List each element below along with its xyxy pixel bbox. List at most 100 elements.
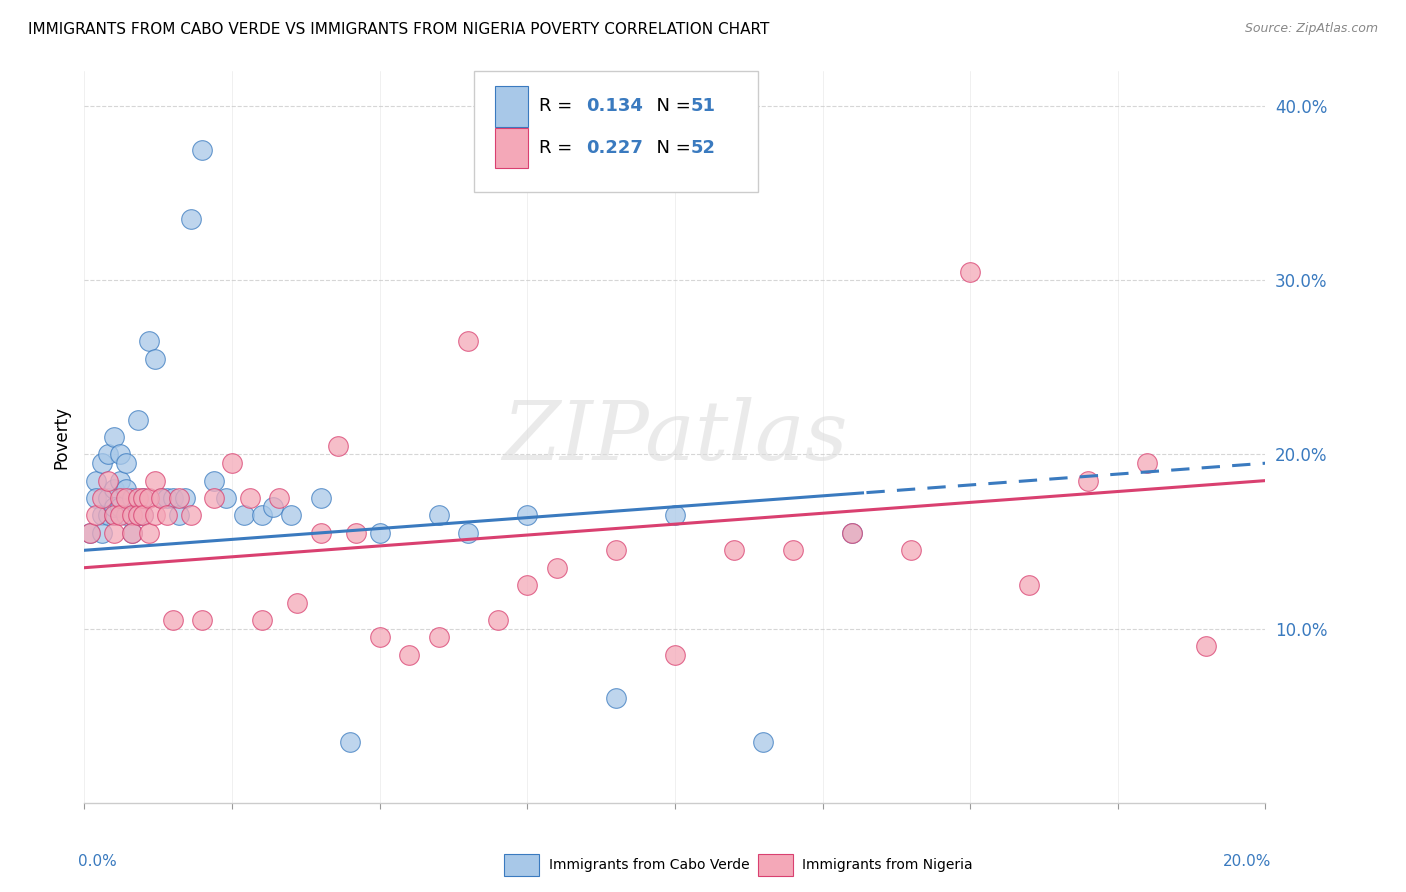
Point: [127, 508, 149, 523]
Point: [103, 508, 125, 523]
FancyBboxPatch shape: [474, 71, 758, 192]
Point: [91, 456, 114, 470]
Point: [457, 334, 479, 349]
Point: [97, 474, 120, 488]
Point: [91, 508, 114, 523]
Point: [97, 491, 120, 505]
Point: [91, 525, 114, 540]
Point: [132, 491, 155, 505]
Point: [121, 525, 143, 540]
Text: 0.227: 0.227: [586, 139, 643, 157]
Point: [108, 500, 131, 514]
Text: 0.134: 0.134: [586, 97, 643, 115]
Point: [262, 500, 284, 514]
Point: [114, 508, 136, 523]
Text: 0.0%: 0.0%: [79, 854, 117, 869]
Point: [103, 525, 125, 540]
Text: ZIPatlas: ZIPatlas: [502, 397, 848, 477]
Point: [108, 474, 131, 488]
Point: [173, 491, 195, 505]
Point: [132, 491, 155, 505]
Point: [427, 508, 450, 523]
Point: [328, 439, 350, 453]
Point: [546, 560, 568, 574]
Text: 52: 52: [690, 139, 716, 157]
Point: [138, 491, 160, 505]
Point: [138, 525, 160, 540]
Point: [250, 613, 273, 627]
Point: [202, 491, 225, 505]
Point: [1018, 578, 1040, 592]
Point: [162, 491, 184, 505]
Point: [191, 613, 214, 627]
Point: [368, 525, 391, 540]
Point: [167, 508, 190, 523]
Point: [900, 543, 922, 558]
Point: [121, 508, 143, 523]
Text: Immigrants from Cabo Verde: Immigrants from Cabo Verde: [548, 858, 749, 872]
Point: [79, 525, 101, 540]
Point: [285, 595, 308, 609]
Point: [605, 543, 627, 558]
Point: [103, 483, 125, 497]
Point: [269, 491, 291, 505]
Point: [108, 508, 131, 523]
Point: [202, 474, 225, 488]
Point: [516, 508, 538, 523]
Point: [339, 735, 361, 749]
Point: [664, 648, 686, 662]
FancyBboxPatch shape: [758, 854, 793, 876]
Y-axis label: Poverty: Poverty: [52, 406, 70, 468]
Point: [723, 543, 745, 558]
Point: [180, 212, 202, 227]
Point: [97, 448, 120, 462]
FancyBboxPatch shape: [495, 128, 529, 169]
Text: Source: ZipAtlas.com: Source: ZipAtlas.com: [1244, 22, 1378, 36]
Point: [127, 412, 149, 426]
Point: [664, 508, 686, 523]
Point: [114, 483, 136, 497]
Text: IMMIGRANTS FROM CABO VERDE VS IMMIGRANTS FROM NIGERIA POVERTY CORRELATION CHART: IMMIGRANTS FROM CABO VERDE VS IMMIGRANTS…: [28, 22, 769, 37]
Point: [457, 525, 479, 540]
Point: [309, 525, 332, 540]
Point: [103, 508, 125, 523]
Point: [162, 613, 184, 627]
Text: 20.0%: 20.0%: [1223, 854, 1271, 869]
Point: [121, 491, 143, 505]
Text: 51: 51: [690, 97, 716, 115]
Point: [280, 508, 302, 523]
Point: [127, 508, 149, 523]
Point: [1136, 456, 1159, 470]
Point: [309, 491, 332, 505]
Point: [841, 525, 863, 540]
Point: [1077, 474, 1099, 488]
Point: [250, 508, 273, 523]
FancyBboxPatch shape: [503, 854, 538, 876]
Point: [398, 648, 420, 662]
Point: [84, 508, 107, 523]
Text: R =: R =: [538, 97, 578, 115]
Point: [143, 351, 166, 366]
Point: [103, 500, 125, 514]
Point: [132, 508, 155, 523]
Point: [91, 491, 114, 505]
Point: [121, 508, 143, 523]
Point: [84, 491, 107, 505]
Point: [1195, 639, 1218, 653]
Point: [605, 691, 627, 706]
Point: [232, 508, 254, 523]
Text: N =: N =: [645, 139, 697, 157]
Point: [516, 578, 538, 592]
Point: [121, 525, 143, 540]
Point: [752, 735, 775, 749]
Point: [180, 508, 202, 523]
Point: [239, 491, 262, 505]
Text: R =: R =: [538, 139, 578, 157]
Point: [156, 508, 179, 523]
FancyBboxPatch shape: [495, 87, 529, 127]
Point: [344, 525, 367, 540]
Text: Immigrants from Nigeria: Immigrants from Nigeria: [803, 858, 973, 872]
Point: [103, 430, 125, 444]
Point: [215, 491, 238, 505]
Point: [782, 543, 804, 558]
